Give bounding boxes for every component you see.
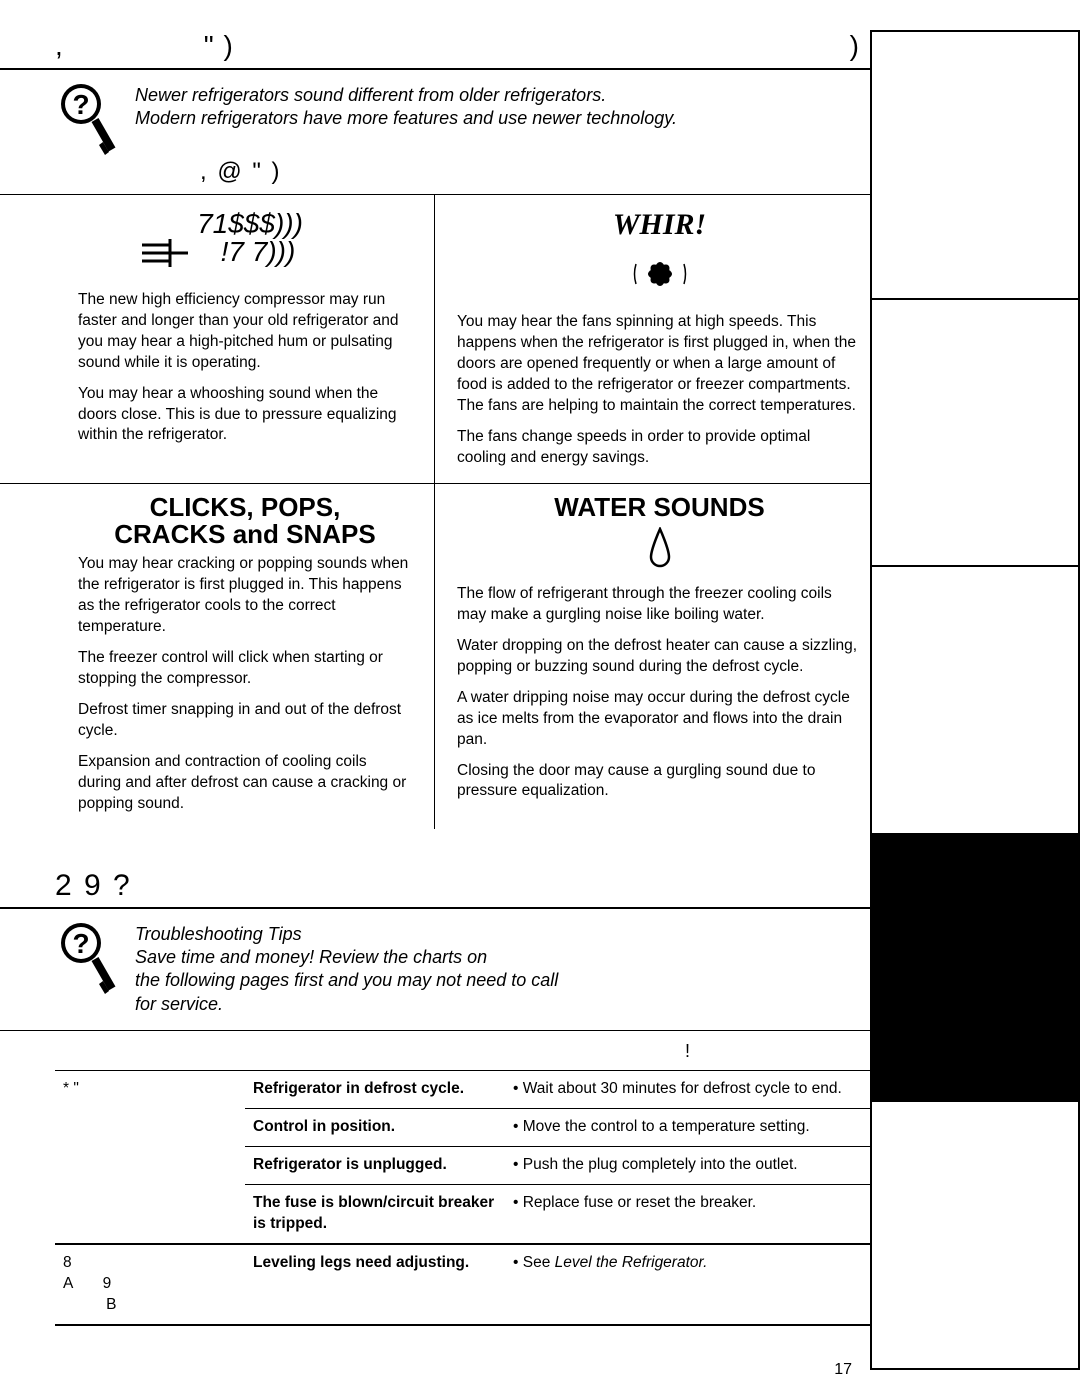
side-tab-4-active[interactable]: [872, 835, 1078, 1103]
section2: 2 9 ? ? Troubleshooting Tips Save time a…: [0, 869, 870, 1326]
section1-title: , " ) ): [0, 30, 870, 70]
whir-col: WHIR! You may hear the fans spinning at …: [435, 195, 870, 483]
th-todo: !: [505, 1031, 870, 1071]
humm-col: 71$$$))) !7 7))) The new high efficiency…: [0, 195, 435, 483]
side-tab-1[interactable]: [872, 32, 1078, 300]
clicks-h-l1: CLICKS, POPS,: [150, 492, 341, 522]
side-tab-3[interactable]: [872, 567, 1078, 835]
whir-p2: The fans change speeds in order to provi…: [457, 427, 862, 469]
cause-cell: The fuse is blown/circuit breaker is tri…: [245, 1184, 505, 1243]
problem-cell-1: * ": [55, 1071, 245, 1244]
humm-p1: The new high efficiency compressor may r…: [78, 290, 412, 374]
tips-l3: the following pages first and you may no…: [135, 970, 558, 990]
table-row: 8 A 9 B Leveling legs need adjusting. • …: [55, 1244, 870, 1325]
troubleshoot-table: ! * " Refrigerator in defrost cycle. • W…: [55, 1031, 870, 1325]
todo-cell: • See Level the Refrigerator.: [505, 1244, 870, 1325]
svg-text:?: ?: [72, 928, 89, 959]
th-cause: [245, 1031, 505, 1071]
todo-ref: Level the Refrigerator.: [555, 1254, 708, 1271]
tips-l2: Save time and money! Review the charts o…: [135, 947, 487, 967]
side-tab-2[interactable]: [872, 300, 1078, 568]
todo-cell: • Move the control to a temperature sett…: [505, 1109, 870, 1147]
page-content: , " ) ) ? Newer refrigerators sound diff…: [0, 0, 870, 1397]
water-p4: Closing the door may cause a gurgling so…: [457, 761, 862, 803]
table-row: * " Refrigerator in defrost cycle. • Wai…: [55, 1071, 870, 1109]
fan-icon: [457, 252, 862, 305]
side-tab-5[interactable]: [872, 1102, 1078, 1368]
intro-subgarble: , @ " ): [0, 158, 870, 195]
sounds-row-2: CLICKS, POPS, CRACKS and SNAPS You may h…: [0, 484, 870, 829]
clicks-h-l2: CRACKS and SNAPS: [114, 519, 375, 549]
todo-cell: • Wait about 30 minutes for defrost cycl…: [505, 1071, 870, 1109]
intro-line1: Newer refrigerators sound different from…: [135, 85, 606, 105]
tips-text: Troubleshooting Tips Save time and money…: [135, 919, 558, 1017]
clicks-p4: Expansion and contraction of cooling coi…: [78, 752, 412, 815]
cause-cell: Refrigerator in defrost cycle.: [245, 1071, 505, 1109]
magnifier-question-icon: ?: [55, 80, 117, 150]
cause-cell: Refrigerator is unplugged.: [245, 1147, 505, 1185]
clicks-p1: You may hear cracking or popping sounds …: [78, 554, 412, 638]
todo-cell: • Push the plug completely into the outl…: [505, 1147, 870, 1185]
clicks-p2: The freezer control will click when star…: [78, 648, 412, 690]
title-garble-left: ,: [55, 30, 64, 62]
water-col: WATER SOUNDS The flow of refrigerant thr…: [435, 484, 870, 829]
whir-p1: You may hear the fans spinning at high s…: [457, 312, 862, 417]
table-header-row: !: [55, 1031, 870, 1071]
humm-p2: You may hear a whooshing sound when the …: [78, 384, 412, 447]
page-number: 17: [834, 1361, 852, 1379]
section2-title: 2 9 ?: [0, 869, 870, 909]
humm-graphic: 71$$$))) !7 7))): [78, 205, 412, 282]
intro-line2: Modern refrigerators have more features …: [135, 108, 677, 128]
tips-l4: for service.: [135, 994, 223, 1014]
sounds-row-1: 71$$$))) !7 7))) The new high efficiency…: [0, 195, 870, 484]
section2-intro: ? Troubleshooting Tips Save time and mon…: [0, 919, 870, 1032]
humm-garble-bot: !7 7))): [221, 236, 296, 267]
clicks-col: CLICKS, POPS, CRACKS and SNAPS You may h…: [0, 484, 435, 829]
cause-cell: Leveling legs need adjusting.: [245, 1244, 505, 1325]
water-p1: The flow of refrigerant through the free…: [457, 584, 862, 626]
todo-prefix: • See: [513, 1254, 555, 1271]
cause-cell: Control in position.: [245, 1109, 505, 1147]
svg-text:?: ?: [72, 89, 89, 120]
whir-label: WHIR!: [457, 205, 862, 246]
intro-row: ? Newer refrigerators sound different fr…: [0, 80, 870, 158]
clicks-p3: Defrost timer snapping in and out of the…: [78, 700, 412, 742]
water-drop-icon: [457, 527, 862, 576]
clicks-heading: CLICKS, POPS, CRACKS and SNAPS: [78, 494, 412, 549]
todo-cell: • Replace fuse or reset the breaker.: [505, 1184, 870, 1243]
intro-text: Newer refrigerators sound different from…: [135, 80, 677, 131]
magnifier-question-icon-2: ?: [55, 919, 117, 989]
title-garble-right: ): [850, 30, 860, 62]
tips-l1: Troubleshooting Tips: [135, 924, 302, 944]
water-p3: A water dripping noise may occur during …: [457, 688, 862, 751]
water-heading: WATER SOUNDS: [457, 494, 862, 521]
th-problem: [55, 1031, 245, 1071]
problem-cell-2: 8 A 9 B: [55, 1244, 245, 1325]
humm-garble-top: 71$$$))): [197, 208, 303, 239]
water-p2: Water dropping on the defrost heater can…: [457, 636, 862, 678]
side-tabs: [870, 30, 1080, 1370]
title-garble-mid: " ): [204, 30, 234, 62]
